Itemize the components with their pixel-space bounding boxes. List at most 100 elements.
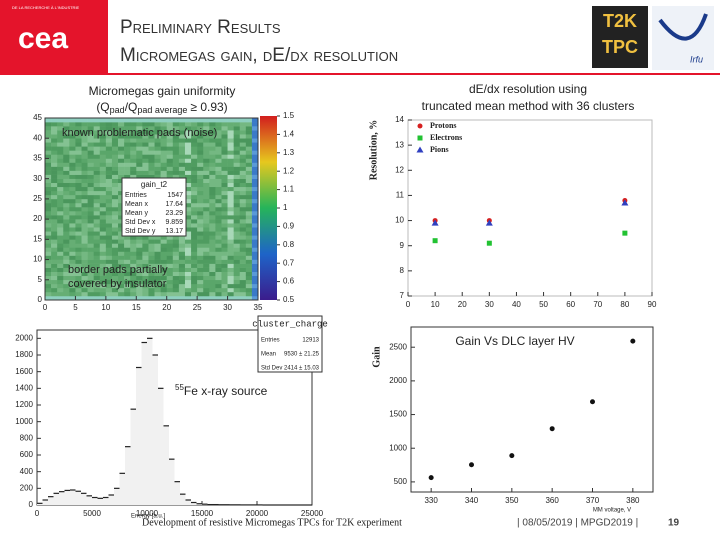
logo-irfu: Irfu xyxy=(690,54,703,64)
heatmap-cell xyxy=(184,170,192,175)
heatmap-cell xyxy=(215,295,222,301)
heatmap-cell xyxy=(57,186,64,192)
heatmap-cell xyxy=(203,227,210,232)
heatmap-cell xyxy=(191,178,198,184)
heatmap-cell xyxy=(75,142,82,147)
heatmap-cell xyxy=(245,194,253,200)
heatmap-cell xyxy=(209,170,216,175)
heatmap-cell xyxy=(57,239,64,244)
heatmap-cell xyxy=(227,219,234,224)
heatmap-cell xyxy=(191,275,198,281)
heatmap-cell xyxy=(51,190,58,196)
heatmap-cell xyxy=(118,174,125,179)
heatmap-cell xyxy=(154,158,161,163)
heatmap-cell xyxy=(105,146,113,151)
tagline: DE LA RECHERCHE À L'INDUSTRIE xyxy=(12,5,80,10)
heatmap-cell xyxy=(118,158,125,163)
colorbar-tick-label: 0.8 xyxy=(283,240,295,249)
heatmap-cell xyxy=(197,263,204,268)
heatmap-cell xyxy=(184,251,192,256)
heatmap-cell xyxy=(93,162,101,167)
heatmap-cell xyxy=(191,166,198,171)
heatmap-cell xyxy=(239,162,247,167)
bar xyxy=(81,493,87,505)
heatmap-cell xyxy=(215,186,222,192)
heatmap-cell xyxy=(209,279,216,285)
heatmap-cell xyxy=(75,122,82,127)
heatmap-cell xyxy=(215,283,222,289)
heatmap-cell xyxy=(197,259,204,264)
heatmap-cell xyxy=(111,251,119,256)
annotation: border pads partially xyxy=(68,264,168,276)
x-tick-label: 330 xyxy=(424,496,438,505)
heatmap-cell xyxy=(239,255,247,260)
heatmap-cell xyxy=(178,259,186,264)
stats-value: 17.64 xyxy=(165,201,183,208)
heatmap-cell xyxy=(178,126,186,131)
heatmap-cell xyxy=(93,247,101,252)
heatmap-cell xyxy=(166,251,174,256)
heatmap-cell xyxy=(124,295,131,301)
heatmap-cell xyxy=(81,263,88,268)
heatmap-cell xyxy=(209,126,216,131)
chart-title: truncated mean method with 36 clusters xyxy=(422,99,635,113)
heatmap-cell xyxy=(178,275,186,281)
heatmap-cell xyxy=(233,267,241,272)
heatmap-cell xyxy=(209,239,216,244)
heatmap-cell xyxy=(75,118,82,123)
heatmap-cell xyxy=(93,166,101,171)
heatmap-cell xyxy=(69,190,76,196)
bar xyxy=(92,497,98,505)
heatmap-cell xyxy=(118,150,125,155)
heatmap-cell xyxy=(148,235,155,240)
heatmap-cell xyxy=(184,126,192,131)
heatmap-cell xyxy=(111,235,119,240)
heatmap-cell xyxy=(93,142,101,147)
bar xyxy=(64,490,70,505)
heatmap-cell xyxy=(45,126,52,131)
heatmap-cell xyxy=(63,190,70,196)
heatmap-cell xyxy=(239,170,247,175)
heatmap-cell xyxy=(227,134,234,139)
heatmap-cell xyxy=(160,118,168,123)
heatmap-cell xyxy=(209,283,216,289)
heatmap-cell xyxy=(51,283,58,289)
heatmap-cell xyxy=(111,223,119,228)
heatmap-cell xyxy=(142,162,149,167)
heatmap-cell xyxy=(105,215,113,220)
heatmap-cell xyxy=(251,275,259,281)
heatmap-cell xyxy=(81,190,88,196)
y-tick-label: 14 xyxy=(395,115,404,124)
heatmap-cell xyxy=(105,174,113,179)
heatmap-cell xyxy=(124,122,131,127)
heatmap-cell xyxy=(99,130,107,135)
heatmap-cell xyxy=(111,202,119,208)
heatmap-cell xyxy=(221,211,228,216)
heatmap-cell xyxy=(130,154,137,159)
heatmap-cell xyxy=(118,279,125,285)
heatmap-cell xyxy=(245,227,253,232)
heatmap-cell xyxy=(93,170,101,175)
heatmap-cell xyxy=(118,134,125,139)
heatmap-cell xyxy=(63,223,70,228)
heatmap-cell xyxy=(57,138,64,143)
heatmap-cell xyxy=(93,154,101,159)
heatmap-cell xyxy=(57,154,64,159)
heatmap-cell xyxy=(75,219,82,224)
heatmap-cell xyxy=(111,190,119,196)
heatmap-cell xyxy=(111,295,119,301)
colorbar xyxy=(260,116,277,300)
heatmap-cell xyxy=(178,122,186,127)
heatmap-cell xyxy=(251,134,259,139)
heatmap-cell xyxy=(93,130,101,135)
heatmap-cell xyxy=(197,138,204,143)
heatmap-cell xyxy=(233,251,241,256)
heatmap-cell xyxy=(118,194,125,200)
heatmap-cell xyxy=(69,263,76,268)
heatmap-cell xyxy=(245,235,253,240)
heatmap-cell xyxy=(45,259,52,264)
heatmap-cell xyxy=(142,158,149,163)
heatmap-cell xyxy=(69,283,76,289)
heatmap-cell xyxy=(136,162,143,167)
heatmap-cell xyxy=(184,247,192,252)
